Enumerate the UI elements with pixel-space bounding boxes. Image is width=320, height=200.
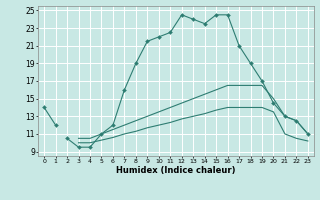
X-axis label: Humidex (Indice chaleur): Humidex (Indice chaleur) [116, 166, 236, 175]
